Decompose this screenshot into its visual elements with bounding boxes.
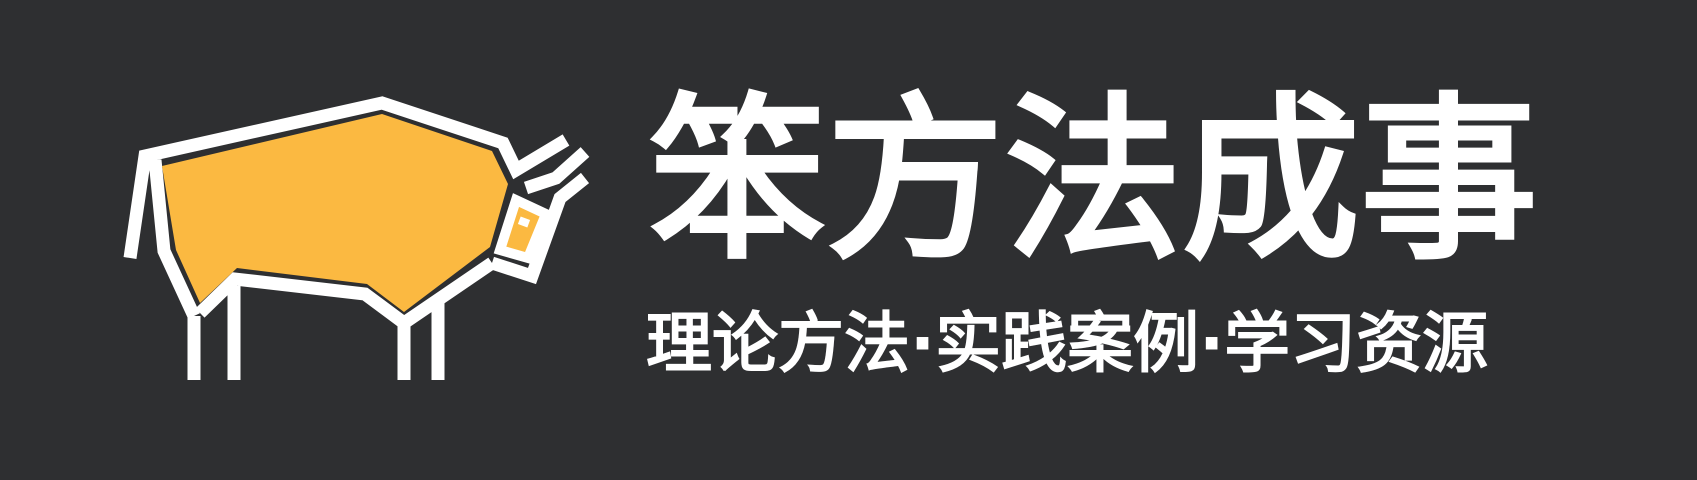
brand-subtitle: 理论方法·实践案例·学习资源 (646, 305, 1489, 382)
ox-icon (110, 90, 610, 390)
brand-title: 笨方法成事 (648, 77, 1538, 284)
